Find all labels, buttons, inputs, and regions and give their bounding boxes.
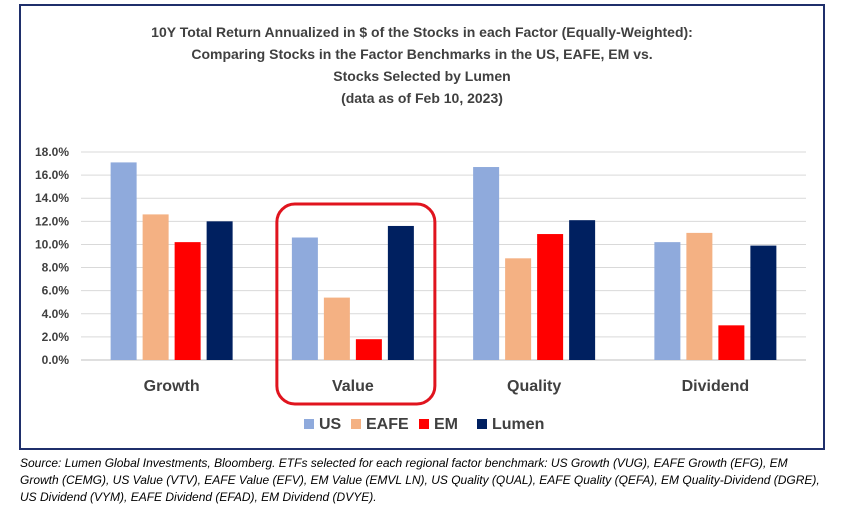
bar-lumen-dividend <box>750 245 777 360</box>
source-note: Source: Lumen Global Investments, Bloomb… <box>20 456 820 504</box>
legend-label-em: EM <box>434 416 458 433</box>
y-tick-label: 16.0% <box>35 168 69 182</box>
bars <box>110 162 777 360</box>
y-tick-label: 12.0% <box>35 214 69 228</box>
x-category-label: Dividend <box>682 378 750 395</box>
legend-label-lumen: Lumen <box>492 416 544 433</box>
bar-lumen-growth <box>206 221 233 360</box>
bar-us-dividend <box>654 242 681 360</box>
chart-title-line-1: 10Y Total Return Annualized in $ of the … <box>151 24 693 40</box>
bar-eafe-quality <box>505 258 532 360</box>
x-category-label: Quality <box>507 378 561 395</box>
y-tick-label: 8.0% <box>42 261 70 275</box>
y-axis-tick-labels: 0.0% 2.0% 4.0% 6.0% 8.0% 10.0% 12.0% 14.0% 16.0%… <box>35 145 69 367</box>
bar-em-quality <box>537 234 564 360</box>
chart-title-line-4: (data as of Feb 10, 2023) <box>341 90 503 106</box>
x-category-label: Value <box>332 378 374 395</box>
bar-chart: 10Y Total Return Annualized in $ of the … <box>35 24 806 433</box>
legend-label-eafe: EAFE <box>366 416 409 433</box>
bar-em-growth <box>174 242 201 360</box>
chart-title-line-3: Stocks Selected by Lumen <box>333 68 510 84</box>
legend-swatch-eafe <box>351 419 361 429</box>
legend-label-us: US <box>319 416 342 433</box>
bar-lumen-value <box>387 225 414 360</box>
x-axis-category-labels: Growth Value Quality Dividend <box>144 378 750 395</box>
chart-frame: 10Y Total Return Annualized in $ of the … <box>19 4 825 450</box>
highlight-box <box>275 202 437 406</box>
bar-eafe-growth <box>142 214 169 360</box>
y-tick-label: 0.0% <box>42 353 70 367</box>
legend: US EAFE EM Lumen <box>304 416 544 433</box>
legend-swatch-us <box>304 419 314 429</box>
bar-em-value <box>355 339 382 360</box>
y-tick-label: 14.0% <box>35 191 69 205</box>
legend-swatch-lumen <box>477 419 487 429</box>
bar-lumen-quality <box>569 220 596 360</box>
value-highlight <box>275 202 437 406</box>
y-tick-label: 18.0% <box>35 145 69 159</box>
bar-us-value <box>291 237 318 360</box>
bar-us-growth <box>110 162 137 360</box>
y-tick-label: 4.0% <box>42 307 70 321</box>
gridlines <box>81 151 806 361</box>
chart-title-line-2: Comparing Stocks in the Factor Benchmark… <box>191 46 652 62</box>
bar-eafe-value <box>323 297 350 360</box>
bar-eafe-dividend <box>686 232 713 360</box>
y-tick-label: 6.0% <box>42 284 70 298</box>
y-tick-label: 10.0% <box>35 237 69 251</box>
bar-em-dividend <box>718 325 745 360</box>
chart-title: 10Y Total Return Annualized in $ of the … <box>151 24 693 106</box>
y-tick-label: 2.0% <box>42 330 70 344</box>
legend-swatch-em <box>419 419 429 429</box>
x-category-label: Growth <box>144 378 200 395</box>
bar-us-quality <box>473 167 500 360</box>
